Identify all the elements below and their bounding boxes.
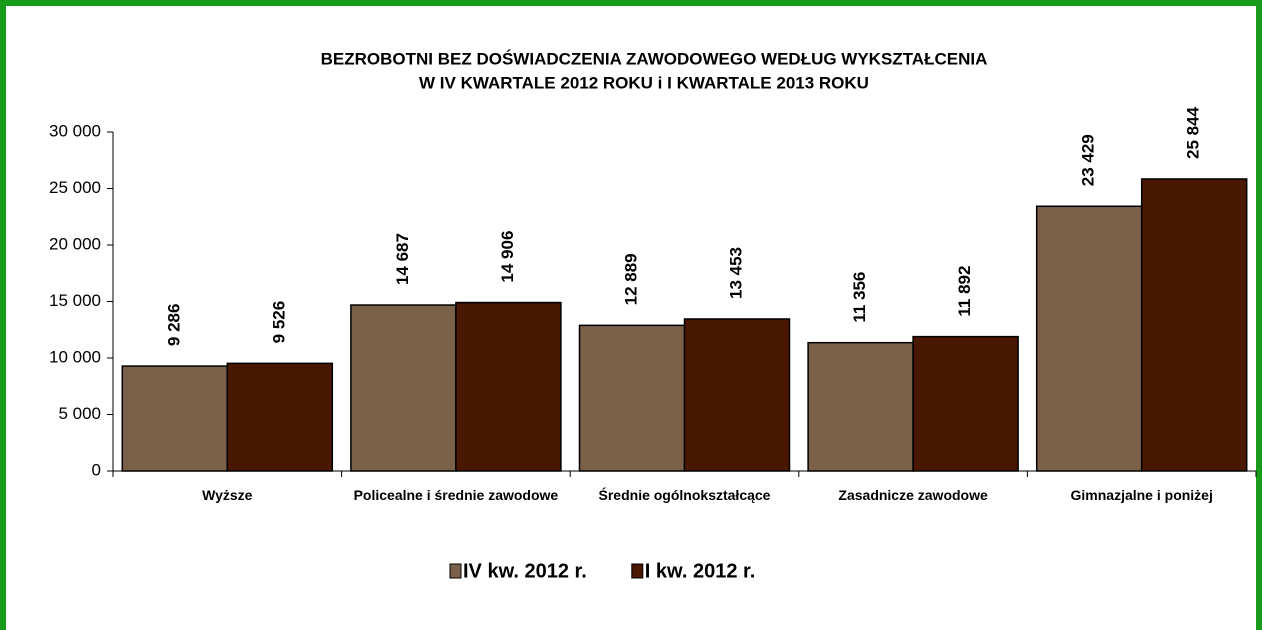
data-label: 12 889: [621, 253, 640, 305]
chart-subtitle: W IV KWARTALE 2012 ROKU i I KWARTALE 201…: [419, 73, 869, 92]
chart-title: BEZROBOTNI BEZ DOŚWIADCZENIA ZAWODOWEGO …: [321, 49, 988, 68]
legend-swatch: [631, 563, 644, 579]
data-label: 14 687: [393, 233, 412, 285]
x-tick-label: Średnie ogólnokształcące: [598, 487, 771, 503]
bar: [683, 318, 791, 472]
data-label: 14 906: [498, 231, 517, 283]
y-tick-label: 20 000: [49, 234, 101, 253]
data-label: 11 356: [850, 272, 869, 323]
bar: [121, 365, 229, 472]
bar: [1140, 178, 1248, 472]
bar: [807, 341, 914, 472]
y-tick-label: 5 000: [58, 404, 101, 423]
data-label: 9 526: [269, 301, 288, 344]
legend-label: IV kw. 2012 r.: [463, 560, 587, 582]
x-tick-label: Zasadnicze zawodowe: [838, 487, 988, 503]
x-tick-label: Wyższe: [202, 487, 253, 503]
data-label: 11 892: [955, 266, 974, 317]
x-tick-label: Gimnazjalne i poniżej: [1070, 487, 1213, 503]
data-label: 13 453: [726, 247, 745, 299]
bar: [578, 324, 686, 472]
data-label: 9 286: [164, 304, 183, 347]
legend-label: I kw. 2012 r.: [645, 560, 755, 582]
x-tick-label: Policealne i średnie zawodowe: [353, 487, 559, 503]
bar: [912, 335, 1019, 472]
y-tick-label: 25 000: [49, 178, 101, 197]
bar: [350, 304, 457, 472]
legend-swatch: [449, 563, 462, 579]
y-tick-label: 30 000: [49, 121, 101, 140]
bar: [226, 362, 334, 472]
data-label: 25 844: [1184, 106, 1203, 159]
y-tick-label: 15 000: [49, 291, 101, 310]
data-label: 23 429: [1079, 134, 1098, 186]
bar: [455, 301, 562, 472]
y-tick-label: 0: [92, 460, 101, 479]
bar: [1035, 205, 1143, 472]
y-tick-label: 10 000: [49, 347, 101, 366]
